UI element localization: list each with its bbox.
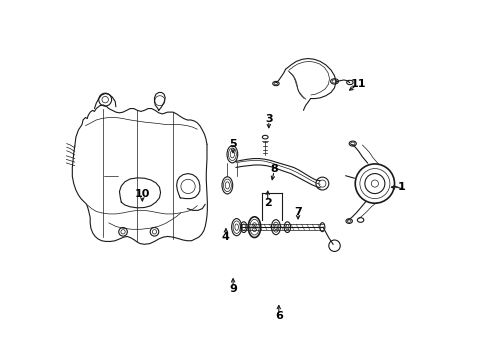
Text: 9: 9: [229, 284, 237, 294]
Text: 7: 7: [294, 207, 302, 217]
Text: 6: 6: [274, 311, 282, 321]
Text: 8: 8: [270, 164, 278, 174]
Text: 10: 10: [134, 189, 150, 199]
Text: 2: 2: [264, 198, 271, 208]
Text: 4: 4: [222, 232, 229, 242]
Text: 3: 3: [264, 114, 272, 124]
Text: 1: 1: [397, 182, 405, 192]
Text: 5: 5: [229, 139, 236, 149]
Text: 11: 11: [350, 78, 366, 89]
